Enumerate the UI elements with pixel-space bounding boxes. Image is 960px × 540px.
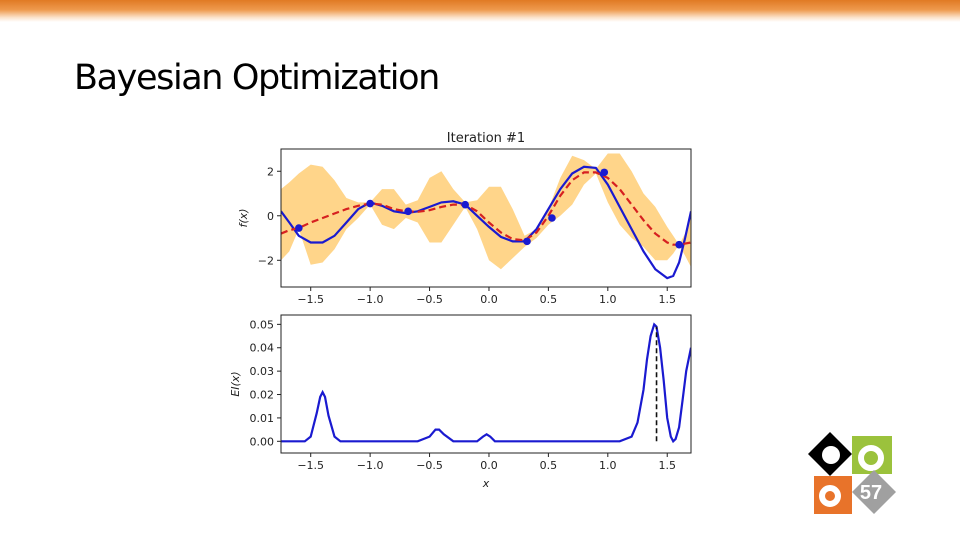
y-axis-label: EI(x) (229, 371, 242, 396)
logo-gray-diamond (852, 470, 896, 514)
objective-function-line (281, 165, 691, 280)
sample-point (600, 168, 609, 177)
expected-improvement-line (281, 322, 691, 444)
x-tick-label: 1.5 (658, 293, 676, 306)
x-tick-label: −1.5 (297, 459, 324, 472)
sample-point (548, 214, 556, 222)
sample-point (461, 200, 470, 209)
x-tick-label: 0.0 (480, 293, 498, 306)
sample-point (295, 224, 303, 232)
y-tick-label: 0.04 (250, 342, 275, 355)
confidence-band (281, 153, 691, 270)
sample-point (523, 237, 531, 246)
y-tick-label: −2 (258, 254, 274, 267)
x-tick-label: −1.0 (357, 293, 384, 306)
x-tick-label: −1.0 (357, 459, 384, 472)
x-tick-label: 0.5 (540, 293, 558, 306)
x-tick-label: 0.0 (480, 459, 498, 472)
x-tick-label: −0.5 (416, 459, 443, 472)
y-axis-label: f(x) (237, 209, 250, 228)
logo-white-circle (822, 446, 840, 464)
plot-frame (280, 148, 692, 288)
y-tick-label: 0.05 (250, 318, 275, 331)
gp-mean-line (281, 171, 691, 246)
x-tick-label: 0.5 (540, 459, 558, 472)
x-tick-label: 1.5 (658, 459, 676, 472)
sample-point (366, 199, 374, 208)
sample-point (404, 207, 412, 216)
x-axis-label: x (482, 477, 490, 490)
x-tick-label: 1.0 (599, 293, 617, 306)
y-tick-label: 0.01 (250, 412, 275, 425)
y-tick-label: 2 (267, 165, 274, 178)
logo-orange-ring (819, 485, 841, 507)
plot-area (281, 153, 691, 280)
y-tick-label: 0 (267, 210, 274, 223)
page-number: 57 (860, 482, 882, 504)
slide-title: Bayesian Optimization (74, 58, 440, 98)
logo-green-ring (858, 445, 884, 471)
logo: 57 (808, 432, 896, 514)
y-tick-label: 0.00 (250, 435, 275, 448)
y-tick-label: 0.03 (250, 365, 275, 378)
x-tick-label: 1.0 (599, 459, 617, 472)
plot-area (281, 322, 691, 444)
x-tick-label: −1.5 (297, 293, 324, 306)
chart-title: Iteration #1 (447, 131, 525, 146)
y-tick-label: 0.02 (250, 389, 275, 402)
sample-point (675, 240, 683, 249)
top-accent-bar (0, 0, 960, 22)
plot-frame (280, 314, 692, 454)
x-tick-label: −0.5 (416, 293, 443, 306)
